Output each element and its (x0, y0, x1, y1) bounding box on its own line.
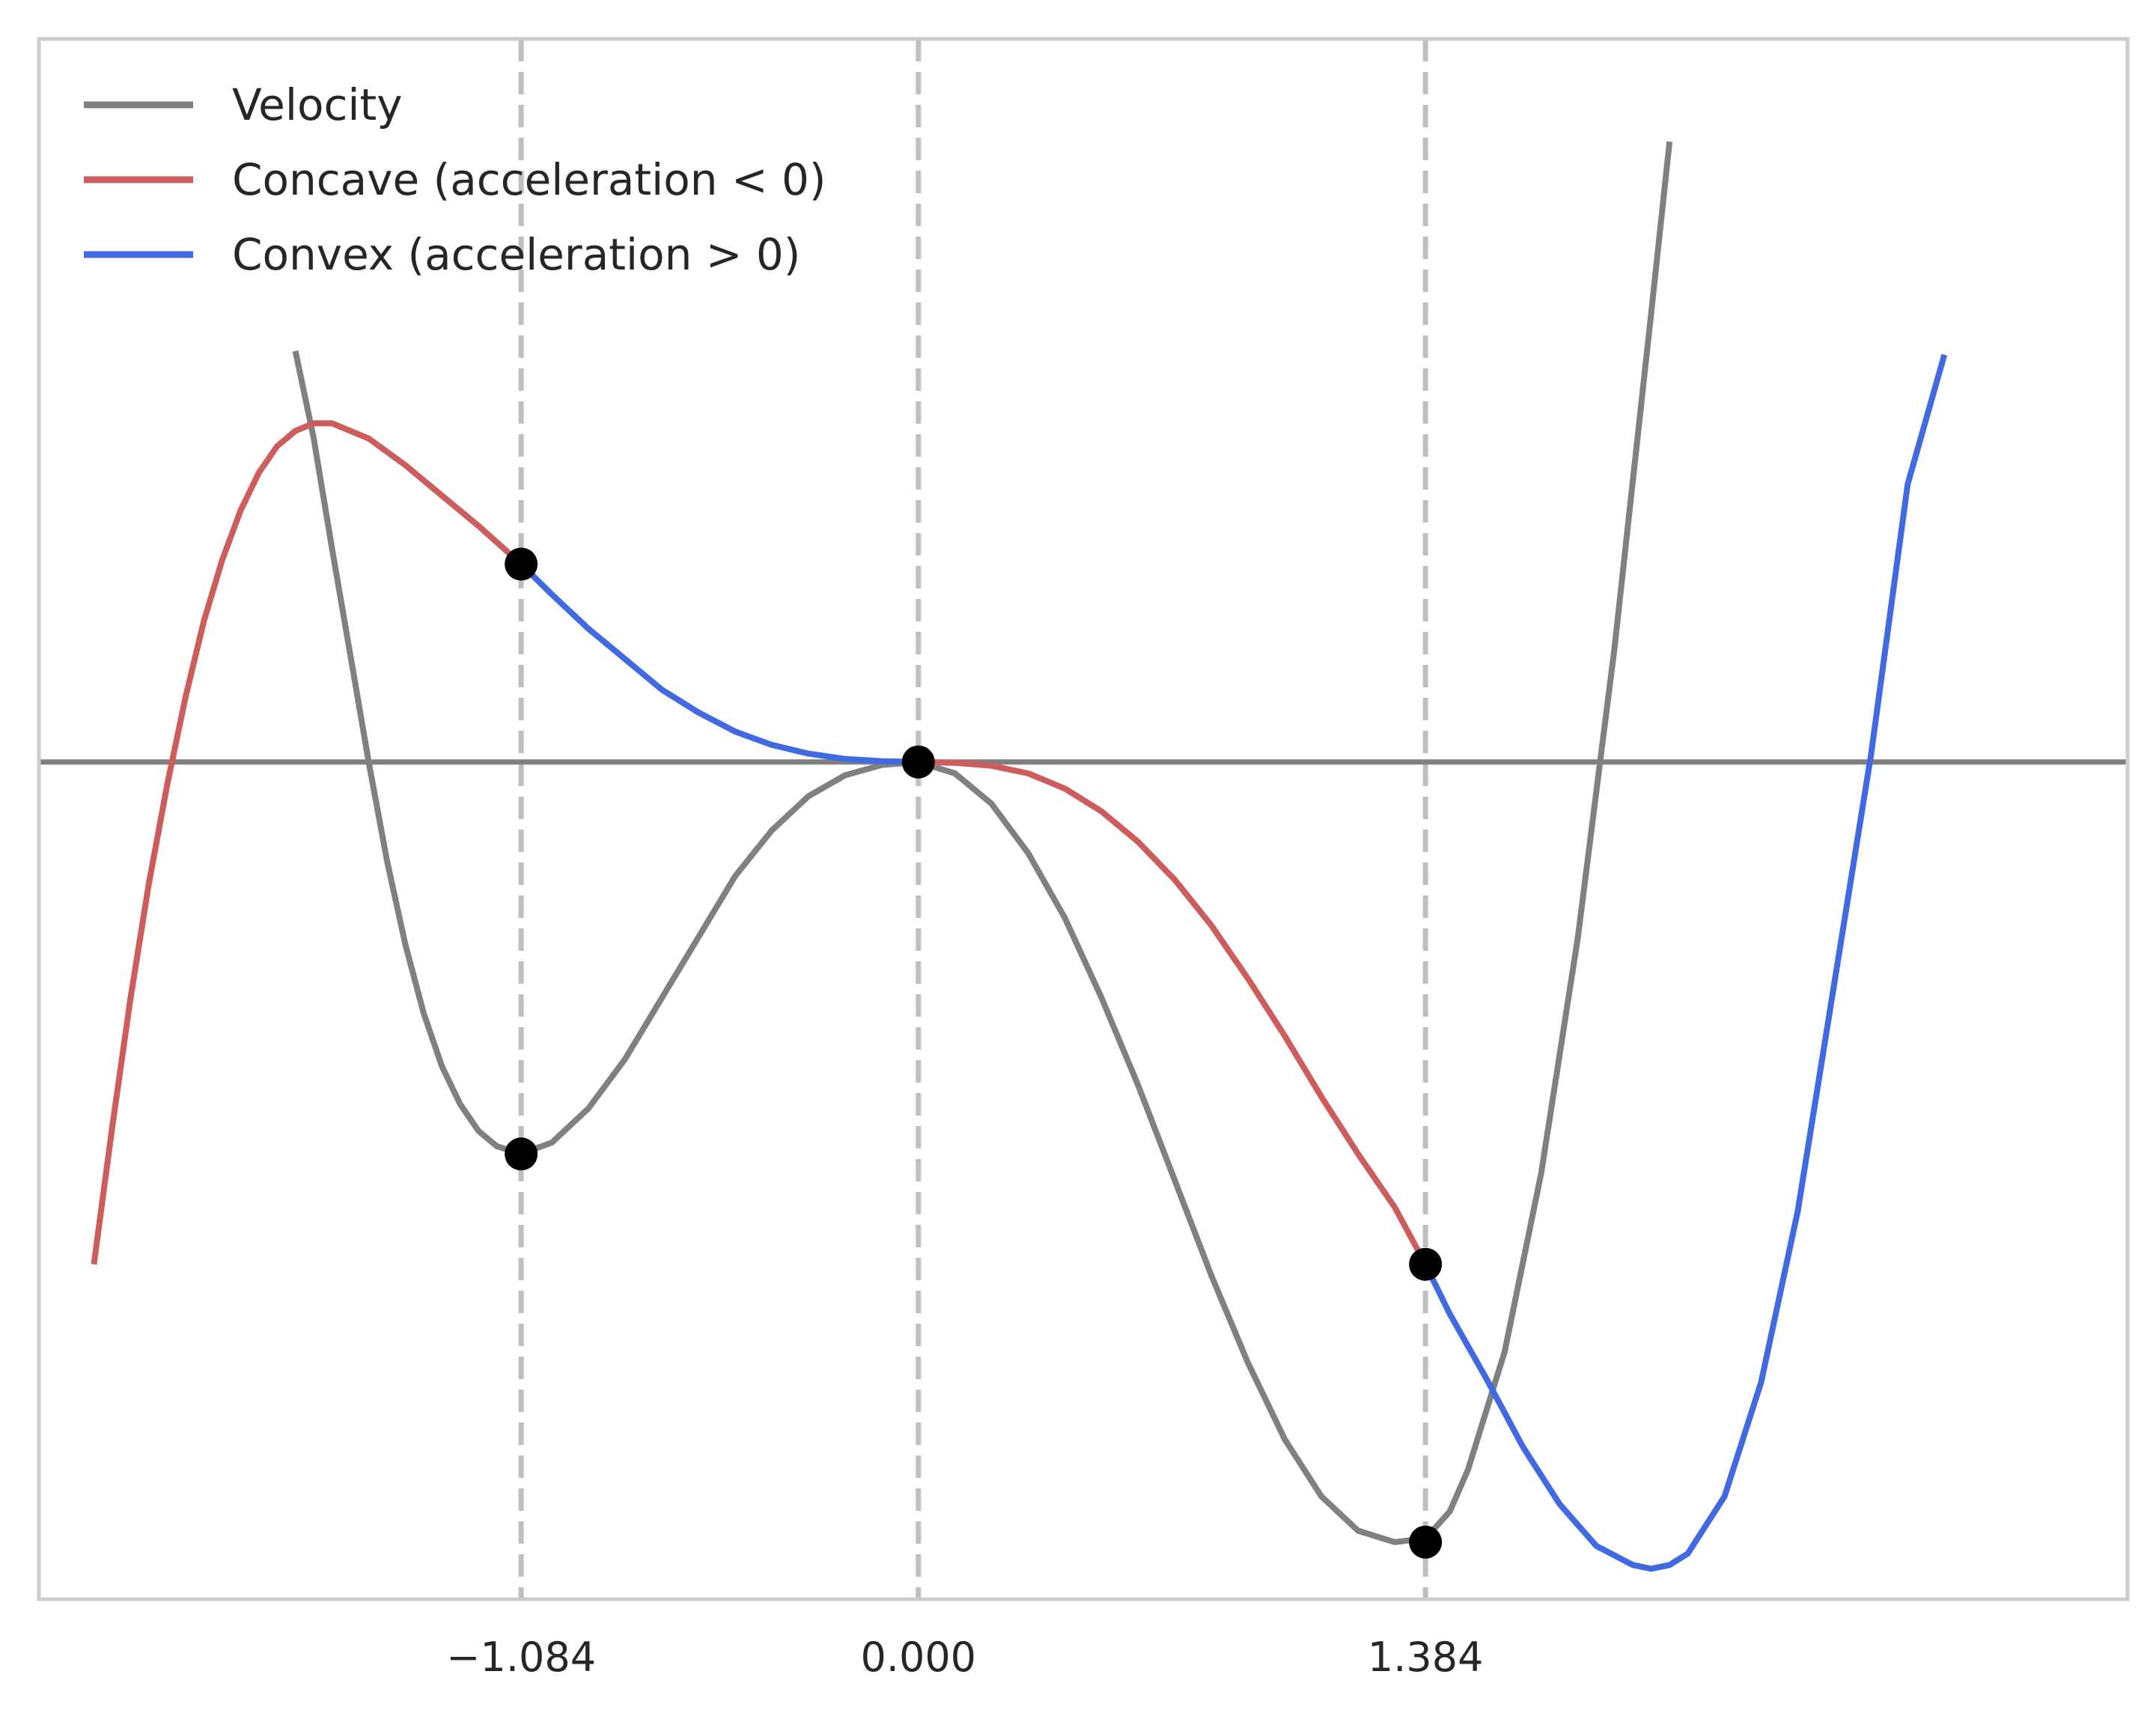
series-line-1 (91, 420, 523, 1265)
series-line-3 (918, 758, 1428, 1266)
legend-label-0: Velocity (232, 79, 403, 130)
plot-frame (37, 37, 2130, 1601)
x-tick-label: 0.000 (860, 1634, 976, 1681)
legend-label-2: Convex (acceleration > 0) (232, 229, 800, 280)
marked-point-3 (1409, 1247, 1443, 1281)
marked-point-1 (505, 1137, 538, 1171)
x-tick-label: 1.384 (1368, 1634, 1484, 1681)
x-tick-labels: −1.084 0.000 1.384 (446, 1634, 1483, 1681)
marked-point-0 (505, 547, 538, 581)
series-line-4 (1422, 353, 1948, 1572)
marker-points (505, 547, 1443, 1559)
legend-label-1: Concave (acceleration < 0) (232, 154, 826, 205)
vertical-reference-lines (518, 39, 1428, 1599)
marked-point-4 (1409, 1525, 1443, 1559)
legend: Velocity Concave (acceleration < 0) Convex… (84, 79, 826, 280)
series-layer (91, 141, 1948, 1572)
x-tick-label: −1.084 (446, 1634, 596, 1681)
series-line-2 (519, 562, 919, 765)
marked-point-2 (901, 745, 935, 779)
